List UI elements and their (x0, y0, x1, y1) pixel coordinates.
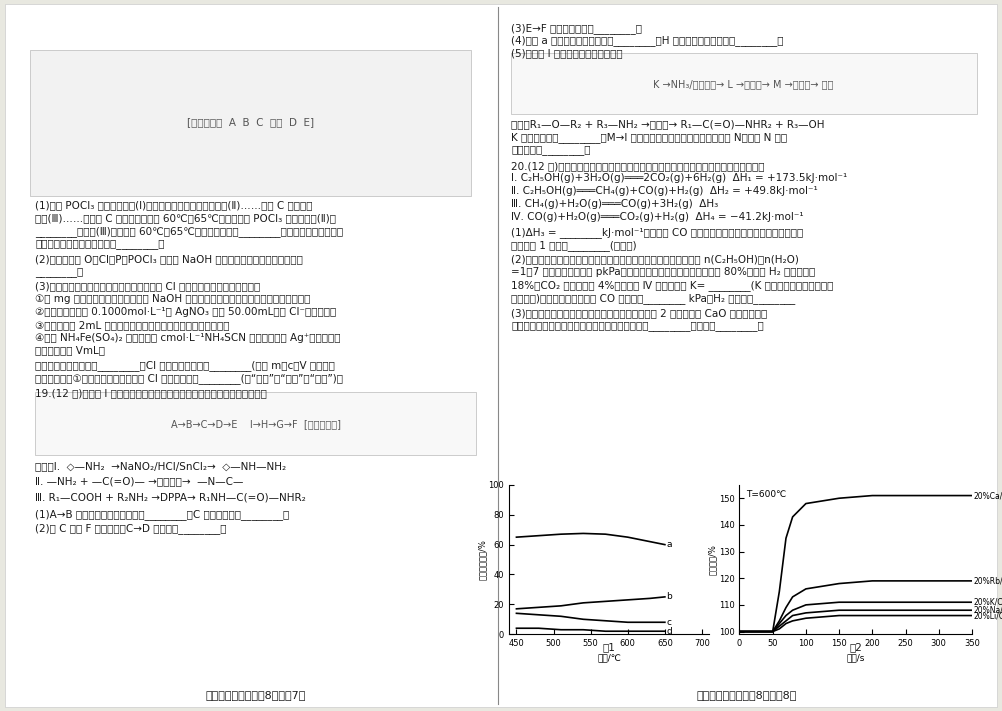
Text: 20%Rb/CaO: 20%Rb/CaO (974, 577, 1002, 585)
Text: (3)一定温度下，加入吸附剂可以改变氢气产率。图 2 为几种改性 CaO 吸附剂增量随: (3)一定温度下，加入吸附剂可以改变氢气产率。图 2 为几种改性 CaO 吸附剂… (511, 309, 768, 319)
Text: 20.(12 分)乙醇水蒸气重整制氢是制备氢气的常用方法，体系中发生的主要反应如下：: 20.(12 分)乙醇水蒸气重整制氢是制备氢气的常用方法，体系中发生的主要反应如… (511, 161, 765, 171)
Text: 20%Ca/CaO: 20%Ca/CaO (974, 491, 1002, 500)
Text: 种结构简式________。: 种结构简式________。 (511, 145, 590, 155)
Text: 化应是图 1 中曲线________(填序号): 化应是图 1 中曲线________(填序号) (511, 240, 636, 250)
Text: 标志滴定终点的现象是________，Cl 元素的质量分数为________(用含 m、c、V 的表达式: 标志滴定终点的现象是________，Cl 元素的质量分数为________(用… (35, 360, 335, 371)
Text: 20%Li/CaO: 20%Li/CaO (974, 611, 1002, 620)
Text: ③向其中加入 2mL 硝基苯，用力摇动使沉淀表面被有机物覆盖；: ③向其中加入 2mL 硝基苯，用力摇动使沉淀表面被有机物覆盖； (35, 320, 229, 330)
Text: 化学试题（一）（共8页）第7页: 化学试题（一）（共8页）第7页 (205, 690, 306, 700)
Text: 图1: 图1 (603, 642, 615, 652)
Text: Ⅱ. C₂H₅OH(g)═══CH₄(g)+CO(g)+H₂(g)  ΔH₂ = +49.8kJ·mol⁻¹: Ⅱ. C₂H₅OH(g)═══CH₄(g)+CO(g)+H₂(g) ΔH₂ = … (511, 186, 818, 196)
Text: (2)由 C 合成 F 的过程中，C→D 的目的是________。: (2)由 C 合成 F 的过程中，C→D 的目的是________。 (35, 523, 226, 534)
Text: (1)A→B 反应所需的试剂和条件是________，C 的化学名称为________。: (1)A→B 反应所需的试剂和条件是________，C 的化学名称为_____… (35, 509, 290, 520)
Text: (3)通过佛尔哈德法可以测定三氯氧磷产品中 Cl 元素的含量，实验步骤如下：: (3)通过佛尔哈德法可以测定三氯氧磷产品中 Cl 元素的含量，实验步骤如下： (35, 282, 261, 292)
Text: [实验装置图  A  B  C  白磷  D  E]: [实验装置图 A B C 白磷 D E] (187, 117, 314, 127)
Text: 20%Na/CaO: 20%Na/CaO (974, 606, 1002, 615)
Text: ________，步骤(Ⅲ)控制温度 60℃～65℃，其主要目的是________。该实验装置存在一处: ________，步骤(Ⅲ)控制温度 60℃～65℃，其主要目的是_______… (35, 226, 344, 237)
Bar (511, 53, 977, 114)
Text: =1：7 投料，初始压强为 pkPa。充分反应，平衡时，乙醇转化率为 80%，测得 H₂ 体积分数为: =1：7 投料，初始压强为 pkPa。充分反应，平衡时，乙醇转化率为 80%，测… (511, 267, 816, 277)
Bar (30, 50, 471, 196)
Text: Ⅲ. CH₄(g)+H₂O(g)═══CO(g)+3H₂(g)  ΔH₃: Ⅲ. CH₄(g)+H₂O(g)═══CO(g)+3H₂(g) ΔH₃ (511, 199, 718, 209)
Text: K 的结构简式为________，M→I 的过程中，还可能生成高分子化合物 N，写出 N 的一: K 的结构简式为________，M→I 的过程中，还可能生成高分子化合物 N，… (511, 132, 788, 143)
Text: A→B→C→D→E    I→H→G→F  [反应路线图]: A→B→C→D→E I→H→G→F [反应路线图] (170, 419, 341, 429)
Text: 19.(12 分)化合物 I 是合成唑嘧啶类除草剂的一种中间体，其合成路线如下：: 19.(12 分)化合物 I 是合成唑嘧啶类除草剂的一种中间体，其合成路线如下： (35, 388, 267, 398)
Text: (1)ΔH₃ = ________kJ·mol⁻¹，平衡时 CO 在所有产物中的物质的量分数随温度的变: (1)ΔH₃ = ________kJ·mol⁻¹，平衡时 CO 在所有产物中的… (511, 227, 804, 237)
Text: b: b (666, 592, 672, 602)
Text: 时间变化曲线，其中提高氢气产率最大的吸附剂为________，原因是________。: 时间变化曲线，其中提高氢气产率最大的吸附剂为________，原因是______… (511, 321, 764, 331)
X-axis label: 温度/℃: 温度/℃ (597, 653, 621, 663)
Text: 化学试题（一）（共8页）第8页: 化学试题（一）（共8页）第8页 (696, 690, 797, 700)
Text: (2)已知电负性 O＞Cl＞P，POCl₃ 在过量 NaOH 溶液中发生反应的离子方程式为: (2)已知电负性 O＞Cl＞P，POCl₃ 在过量 NaOH 溶液中发生反应的离… (35, 254, 303, 264)
Text: ②向锥形瓶中加入 0.1000mol·L⁻¹的 AgNO₃ 溶液 50.00mL，使 Cl⁻完全沉淀；: ②向锥形瓶中加入 0.1000mol·L⁻¹的 AgNO₃ 溶液 50.00mL… (35, 307, 337, 317)
Text: 失；(Ⅲ)……，控制 C 装置反应温度在 60℃～65℃，最终制得 POCl₃ 产品。操作(Ⅱ)为: 失；(Ⅲ)……，控制 C 装置反应温度在 60℃～65℃，最终制得 POCl₃ … (35, 213, 336, 223)
Text: (2)为研究上述反应体系中的平衡关系，向某恒温恒容反应容器中按 n(C₂H₅OH)：n(H₂O): (2)为研究上述反应体系中的平衡关系，向某恒温恒容反应容器中按 n(C₂H₅OH… (511, 255, 799, 264)
Text: c: c (666, 618, 671, 627)
Text: ①取 mg 产品于锥形瓶中，加入足量 NaOH 溶液，待完全反应后加稀硝酸至溶液显酸性；: ①取 mg 产品于锥形瓶中，加入足量 NaOH 溶液，待完全反应后加稀硝酸至溶液… (35, 294, 311, 304)
Text: (3)E→F 的化学方程式为________。: (3)E→F 的化学方程式为________。 (511, 23, 642, 33)
Text: K →NH₃/一定条件→ L →异构化→ M →催化剂→ 产物: K →NH₃/一定条件→ L →异构化→ M →催化剂→ 产物 (653, 79, 834, 89)
Y-axis label: 物质的量分数/%: 物质的量分数/% (478, 539, 487, 580)
Text: 20%K/CaO: 20%K/CaO (974, 598, 1002, 606)
Text: (5)化合物 I 的另一种合成路线如下：: (5)化合物 I 的另一种合成路线如下： (511, 48, 622, 58)
Text: d: d (666, 626, 672, 636)
Text: (1)制备 POCl₃ 时进行操作：(Ⅰ)连接仪器，检查装置气密性；(Ⅱ)……，至 C 中白磷消: (1)制备 POCl₃ 时进行操作：(Ⅰ)连接仪器，检查装置气密性；(Ⅱ)……，… (35, 201, 313, 210)
Text: ________。: ________。 (35, 267, 83, 277)
Text: 平衡常数)，到达平衡时体系中 CO 的分压为________ kPa，H₂ 的产率为________: 平衡常数)，到达平衡时体系中 CO 的分压为________ kPa，H₂ 的产… (511, 293, 796, 304)
Text: 明显的设计缺陷，改进方法是________。: 明显的设计缺陷，改进方法是________。 (35, 239, 164, 249)
Text: Ⅲ. R₁—COOH + R₂NH₂ →DPPA→ R₁NH—C(=O)—NHR₂: Ⅲ. R₁—COOH + R₂NH₂ →DPPA→ R₁NH—C(=O)—NHR… (35, 492, 306, 502)
Text: 表示）；步骤①若不加入稀硝酸，所测 Cl 元素含量将会________(填“偏大”、“偏小”或“不变”)。: 表示）；步骤①若不加入稀硝酸，所测 Cl 元素含量将会________(填“偏大… (35, 373, 343, 384)
X-axis label: 时间/s: 时间/s (847, 653, 865, 663)
Text: 图2: 图2 (850, 642, 862, 652)
Text: T=600℃: T=600℃ (746, 491, 787, 499)
Text: 18%，CO₂ 体积分数为 4%，则反应 Ⅳ 的平衡常数 K= ________(K 为以物质的量分数表示的: 18%，CO₂ 体积分数为 4%，则反应 Ⅳ 的平衡常数 K= ________… (511, 280, 834, 291)
Text: Ⅱ. —NH₂ + —C(=O)— →一定条件→  —N—C—: Ⅱ. —NH₂ + —C(=O)— →一定条件→ —N—C— (35, 476, 243, 486)
Text: a: a (666, 540, 672, 549)
Text: 已知：R₁—O—R₂ + R₃—NH₂ →催化剂→ R₁—C(=O)—NHR₂ + R₃—OH: 已知：R₁—O—R₂ + R₃—NH₂ →催化剂→ R₁—C(=O)—NHR₂ … (511, 119, 825, 129)
Text: (4)试剂 a 中含氧官能团的名称为________，H 中氮原子的杂化方式为________。: (4)试剂 a 中含氧官能团的名称为________，H 中氮原子的杂化方式为_… (511, 36, 784, 46)
Text: Ⅳ. CO(g)+H₂O(g)═══CO₂(g)+H₂(g)  ΔH₄ = −41.2kJ·mol⁻¹: Ⅳ. CO(g)+H₂O(g)═══CO₂(g)+H₂(g) ΔH₄ = −41… (511, 212, 804, 222)
Text: Ⅰ. C₂H₅OH(g)+3H₂O(g)═══2CO₂(g)+6H₂(g)  ΔH₁ = +173.5kJ·mol⁻¹: Ⅰ. C₂H₅OH(g)+3H₂O(g)═══2CO₂(g)+6H₂(g) ΔH… (511, 173, 848, 183)
Text: 下所用体积为 VmL。: 下所用体积为 VmL。 (35, 346, 105, 356)
Text: ④加入 NH₄Fe(SO₄)₂ 做指示剂用 cmol·L⁻¹NH₄SCN 溶液滴定过量 Ag⁺至终点，记: ④加入 NH₄Fe(SO₄)₂ 做指示剂用 cmol·L⁻¹NH₄SCN 溶液滴… (35, 333, 341, 343)
Bar (35, 392, 476, 455)
Text: 已知：Ⅰ.  ◇—NH₂  →NaNO₂/HCl/SnCl₂→  ◇—NH—NH₂: 已知：Ⅰ. ◇—NH₂ →NaNO₂/HCl/SnCl₂→ ◇—NH—NH₂ (35, 461, 287, 471)
Y-axis label: 质量增量/%: 质量增量/% (708, 544, 717, 575)
